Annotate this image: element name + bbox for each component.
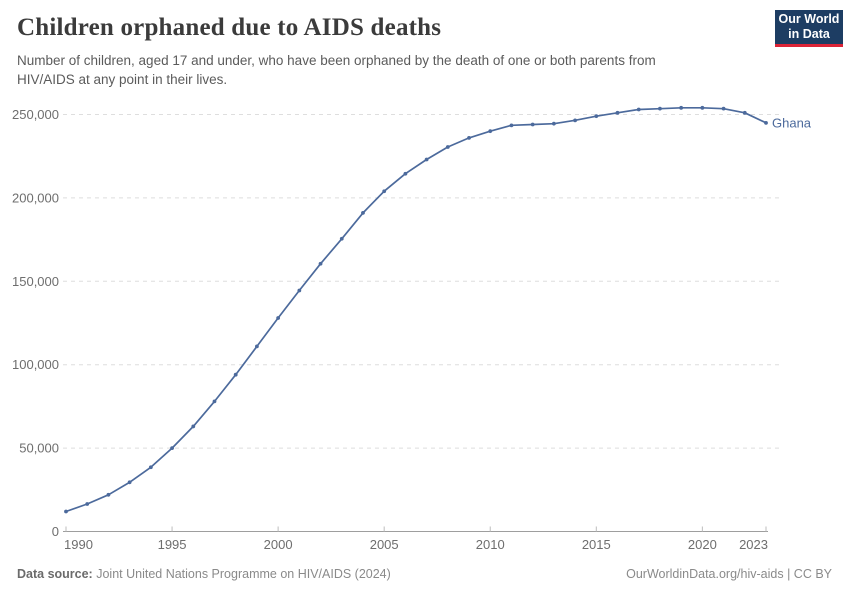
data-point-marker[interactable] [212,399,217,404]
data-point-marker[interactable] [382,189,387,194]
data-point-marker[interactable] [551,121,556,126]
data-point-marker[interactable] [424,157,429,162]
data-point-marker[interactable] [191,424,196,429]
data-point-marker[interactable] [530,122,535,127]
data-point-marker[interactable] [106,492,111,497]
chart-subtitle: Number of children, aged 17 and under, w… [17,53,656,87]
series-line[interactable] [65,106,767,513]
data-source-label: Data source: [17,567,93,581]
owid-logo[interactable]: Our World in Data [775,10,843,47]
data-point-marker[interactable] [573,118,577,123]
data-point-marker[interactable] [85,502,90,506]
data-point-marker[interactable] [615,110,620,115]
footer-link: OurWorldinData.org/hiv-aids | CC BY [626,567,832,581]
data-point-marker[interactable] [170,446,174,450]
y-tick-label: 100,000 [12,357,59,372]
x-tick-label: 1990 [64,537,93,552]
y-tick-label: 0 [52,524,59,539]
data-point-marker[interactable] [148,465,153,470]
y-tick-label: 200,000 [12,190,59,205]
data-point-marker[interactable] [721,106,726,111]
data-point-marker[interactable] [658,106,662,111]
x-tick-label: 2005 [370,537,399,552]
data-point-marker[interactable] [276,316,281,320]
page-title: Children orphaned due to AIDS deaths [17,14,442,41]
data-point-marker[interactable] [297,288,302,293]
data-point-marker[interactable] [700,105,705,110]
y-tick-label: 250,000 [12,107,59,122]
data-source-text: Joint United Nations Programme on HIV/AI… [96,567,391,581]
entity-label[interactable]: Ghana [772,115,812,130]
data-point-marker[interactable] [64,509,68,514]
x-tick-label: 2000 [264,537,293,552]
owid-logo-line2: in Data [788,27,830,41]
data-point-marker[interactable] [255,344,259,349]
data-point-marker[interactable] [361,211,365,215]
x-tick-label: 2015 [582,537,611,552]
y-tick-label: 50,000 [19,441,59,456]
data-point-marker[interactable] [679,105,684,110]
data-point-marker[interactable] [594,114,599,119]
x-tick-label: 1995 [158,537,187,552]
data-point-marker[interactable] [636,107,641,112]
data-point-marker[interactable] [233,372,238,377]
x-tick-label: 2023 [739,537,768,552]
data-point-marker[interactable] [339,236,344,241]
data-point-marker[interactable] [403,171,408,176]
data-point-marker[interactable] [127,480,132,485]
data-source: Data source: Joint United Nations Progra… [17,567,391,581]
data-point-marker[interactable] [488,129,493,134]
data-point-marker[interactable] [467,135,471,140]
data-point-marker[interactable] [509,123,514,128]
data-point-marker[interactable] [742,110,747,115]
x-tick-label: 2020 [688,537,717,552]
data-point-marker[interactable] [764,120,768,125]
data-point-marker[interactable] [445,145,450,149]
data-point-marker[interactable] [318,261,323,266]
x-tick-label: 2010 [476,537,505,552]
y-tick-label: 150,000 [12,274,59,289]
owid-logo-line1: Our World [778,12,840,27]
